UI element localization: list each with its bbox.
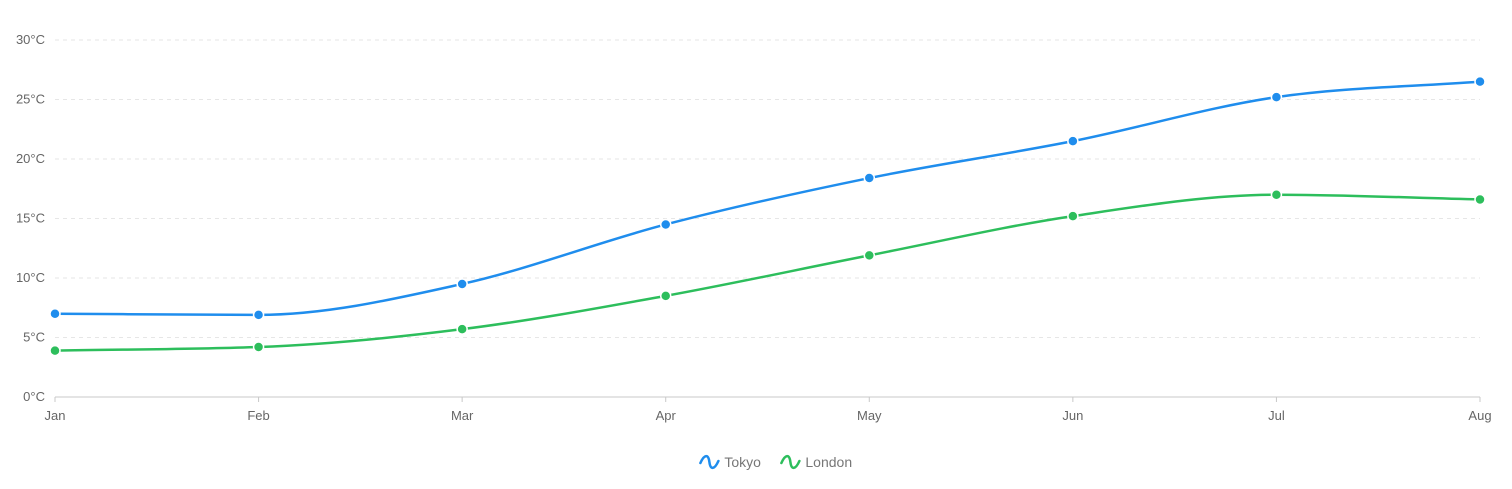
data-point-london[interactable] bbox=[1270, 188, 1283, 201]
y-tick-label: 5°C bbox=[23, 330, 45, 345]
y-tick-label: 0°C bbox=[23, 389, 45, 404]
data-point-tokyo[interactable] bbox=[1474, 75, 1486, 88]
legend-line-icon bbox=[699, 454, 720, 470]
x-tick-label: May bbox=[857, 408, 882, 423]
data-points bbox=[49, 75, 1486, 357]
legend[interactable]: Tokyo London bbox=[699, 454, 852, 470]
legend-item-london[interactable]: London bbox=[780, 454, 852, 470]
axes: 0°C 5°C 10°C 15°C 20°C 25°C 30°C Jan Feb Mar Apr Ma… bbox=[16, 32, 1492, 423]
data-point-london[interactable] bbox=[1067, 210, 1079, 222]
series-line-tokyo bbox=[53, 80, 1482, 317]
series-line-london bbox=[53, 193, 1482, 352]
data-point-tokyo[interactable] bbox=[252, 309, 265, 321]
x-tick-label: Feb bbox=[247, 408, 269, 423]
legend-item-tokyo[interactable]: Tokyo bbox=[699, 454, 761, 470]
x-tick-label: Aug bbox=[1468, 408, 1491, 423]
legend-label: Tokyo bbox=[724, 454, 761, 470]
data-point-tokyo[interactable] bbox=[863, 172, 876, 184]
data-point-tokyo[interactable] bbox=[1067, 135, 1079, 147]
legend-label: London bbox=[805, 454, 852, 470]
legend-line-icon bbox=[780, 454, 801, 470]
grid-lines bbox=[55, 39, 1480, 338]
y-tick-label: 15°C bbox=[16, 211, 45, 226]
x-tick-label: Mar bbox=[451, 408, 474, 423]
x-tick-label: Jul bbox=[1268, 408, 1285, 423]
data-point-tokyo[interactable] bbox=[659, 218, 672, 231]
data-point-london[interactable] bbox=[659, 290, 672, 302]
y-tick-label: 30°C bbox=[16, 32, 45, 47]
x-tick-label: Jun bbox=[1062, 408, 1083, 423]
data-point-london[interactable] bbox=[456, 323, 468, 335]
data-point-london[interactable] bbox=[1474, 193, 1486, 206]
series-lines bbox=[53, 80, 1482, 352]
x-tick-label: Jan bbox=[45, 408, 66, 423]
data-point-london[interactable] bbox=[252, 341, 265, 353]
data-point-london[interactable] bbox=[49, 344, 61, 357]
data-point-tokyo[interactable] bbox=[1270, 91, 1283, 103]
data-point-london[interactable] bbox=[863, 249, 876, 262]
data-point-tokyo[interactable] bbox=[49, 307, 61, 320]
y-tick-label: 25°C bbox=[16, 92, 45, 107]
y-tick-label: 10°C bbox=[16, 270, 45, 285]
data-point-tokyo[interactable] bbox=[456, 278, 468, 290]
y-tick-label: 20°C bbox=[16, 151, 45, 166]
x-tick-label: Apr bbox=[656, 408, 677, 423]
